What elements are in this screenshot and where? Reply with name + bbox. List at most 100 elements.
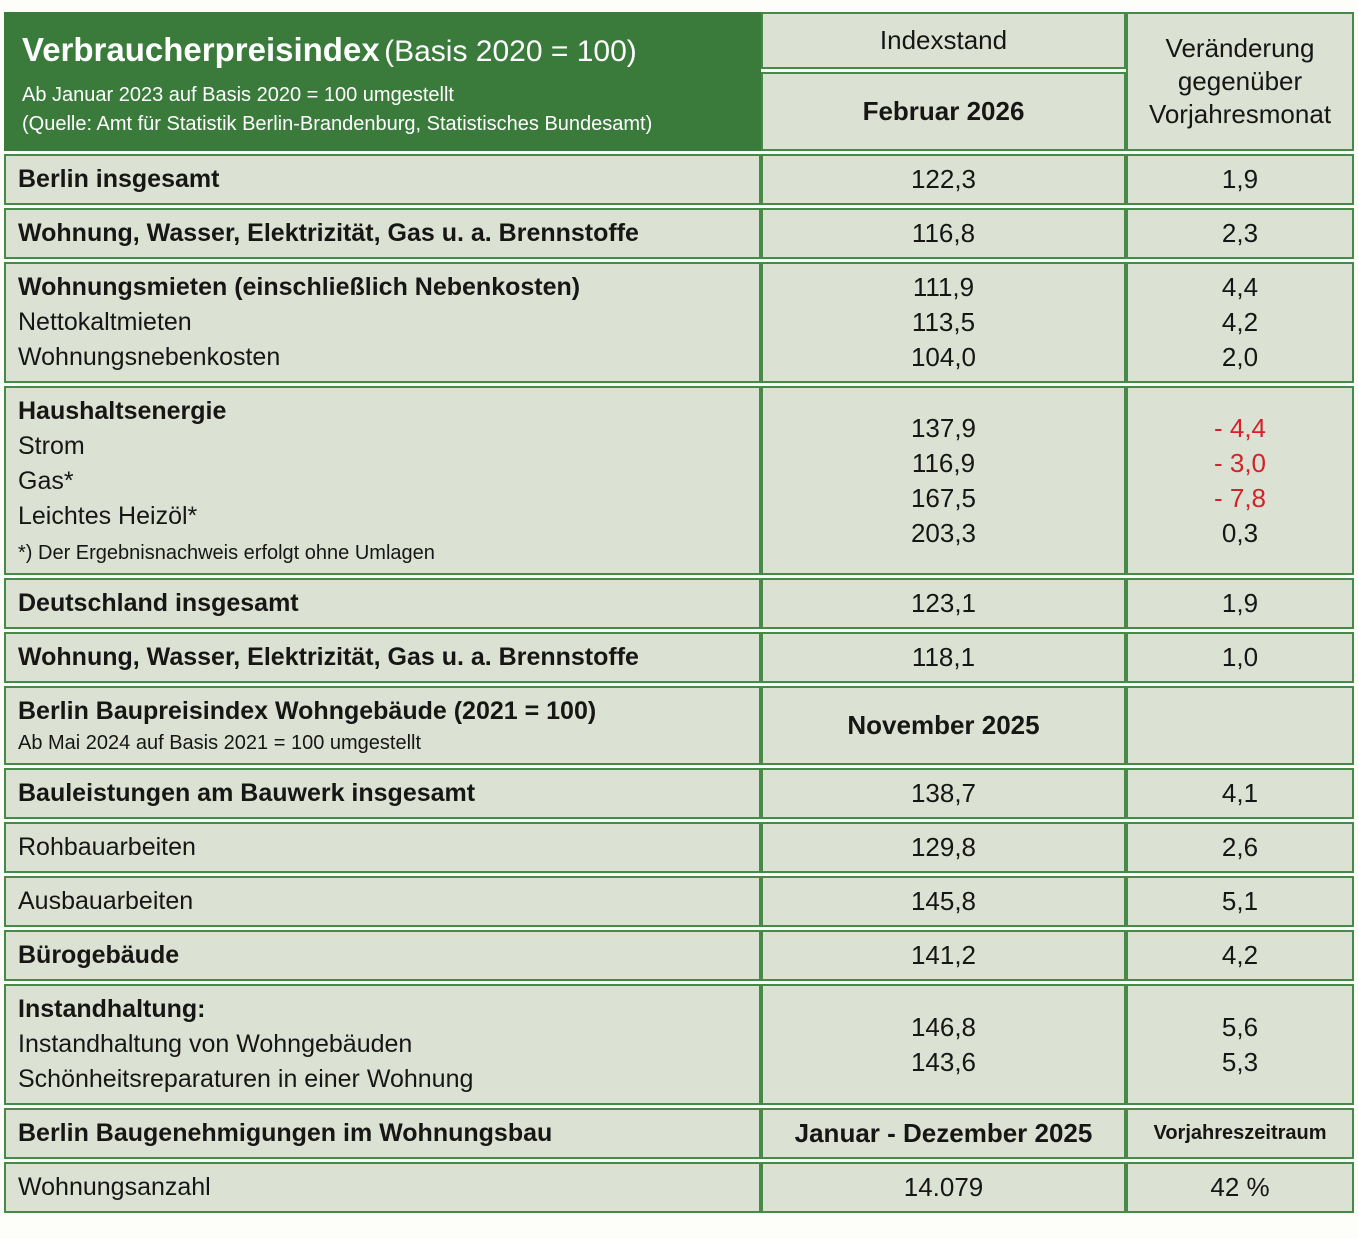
- index-value: 104,0: [910, 342, 977, 372]
- header-title-block: Verbraucherpreisindex (Basis 2020 = 100)…: [4, 12, 761, 151]
- label-cell: Berlin insgesamt: [4, 154, 761, 205]
- title-subtitle-1: Ab Januar 2023 auf Basis 2020 = 100 umge…: [22, 84, 454, 106]
- change-value: 2,0: [1221, 342, 1259, 372]
- table-row: Haushaltsenergie Strom Gas* Leichtes Heizöl…: [4, 386, 1354, 575]
- index-value: 118,1: [911, 642, 976, 672]
- index-value-cell: 138,7: [761, 768, 1126, 819]
- title-subtitle-2: (Quelle: Amt für Statistik Berlin-Brande…: [22, 113, 653, 135]
- label-cell: Wohnung, Wasser, Elektrizität, Gas u. a.…: [4, 208, 761, 259]
- change-value: 5,3: [1221, 1046, 1259, 1077]
- section-header-row: Berlin Baupreisindex Wohngebäude (2021 =…: [4, 686, 1354, 765]
- change-value: 4,2: [1221, 307, 1259, 337]
- index-value: 116,8: [911, 218, 976, 248]
- table-row: Instandhaltung: Instandhaltung von Wohnge…: [4, 984, 1354, 1105]
- title-main: Verbraucherpreisindex: [22, 31, 380, 68]
- change-value-cell: 1,9: [1126, 578, 1354, 629]
- change-value-cell: 5,1: [1126, 876, 1354, 927]
- row-label: Berlin insgesamt: [18, 165, 220, 193]
- table-row: Ausbauarbeiten 145,8 5,1: [4, 876, 1354, 927]
- label-cell: Wohnung, Wasser, Elektrizität, Gas u. a.…: [4, 632, 761, 683]
- row-label: Haushaltsenergie: [18, 397, 227, 425]
- change-value: 4,1: [1221, 778, 1259, 808]
- row-label: Wohnungsmieten (einschließlich Nebenkost…: [18, 273, 581, 301]
- change-value-cell: 4,2: [1126, 930, 1354, 981]
- col-header-indexstand: Indexstand: [761, 12, 1126, 70]
- report-table: Verbraucherpreisindex (Basis 2020 = 100)…: [4, 9, 1354, 1216]
- index-value: 129,8: [910, 832, 977, 862]
- label-cell: Haushaltsenergie Strom Gas* Leichtes Heizöl…: [4, 386, 761, 575]
- change-value: 4,2: [1221, 940, 1259, 970]
- table-row: Berlin insgesamt 122,3 1,9: [4, 154, 1354, 205]
- change-value: - 3,0: [1213, 447, 1267, 478]
- footnote: *) Der Ergebnisnachweis erfolgt ohne Uml…: [18, 542, 435, 564]
- row-label: Wohnung, Wasser, Elektrizität, Gas u. a.…: [18, 219, 639, 247]
- change-value: 5,1: [1221, 886, 1259, 916]
- row-label: Bürogebäude: [18, 941, 180, 969]
- index-value: 145,8: [910, 886, 977, 916]
- index-value: 167,5: [910, 482, 977, 513]
- index-value-cell: November 2025: [761, 686, 1126, 765]
- index-value-cell: 137,9 116,9 167,5 203,3: [761, 386, 1126, 575]
- table-row: Bürogebäude 141,2 4,2: [4, 930, 1354, 981]
- index-value: 141,2: [910, 940, 977, 970]
- index-value: 113,5: [911, 307, 976, 337]
- label-cell: Ausbauarbeiten: [4, 876, 761, 927]
- label-cell: Berlin Baupreisindex Wohngebäude (2021 =…: [4, 686, 761, 765]
- change-value: 0,3: [1221, 517, 1259, 548]
- change-value-cell: Vorjahreszeitraum: [1126, 1108, 1354, 1159]
- table-row: Wohnungsmieten (einschließlich Nebenkost…: [4, 262, 1354, 383]
- table-row: Wohnung, Wasser, Elektrizität, Gas u. a.…: [4, 208, 1354, 259]
- index-value: 138,7: [910, 778, 977, 808]
- index-value: 14.079: [903, 1172, 984, 1202]
- col-header-change: Veränderung gegenüber Vorjahresmonat: [1126, 12, 1354, 151]
- change-value-cell: 4,1: [1126, 768, 1354, 819]
- row-label: Gas*: [18, 467, 74, 495]
- change-value-cell: 2,6: [1126, 822, 1354, 873]
- section-title: Berlin Baupreisindex Wohngebäude (2021 =…: [18, 697, 597, 725]
- index-value-cell: 129,8: [761, 822, 1126, 873]
- row-label: Rohbauarbeiten: [18, 833, 196, 861]
- label-cell: Instandhaltung: Instandhaltung von Wohnge…: [4, 984, 761, 1105]
- change-value: 2,3: [1221, 218, 1259, 248]
- index-value: 123,1: [910, 588, 977, 618]
- change-value: 5,6: [1221, 1011, 1259, 1042]
- row-label: Leichtes Heizöl*: [18, 502, 198, 530]
- row-label: Wohnung, Wasser, Elektrizität, Gas u. a.…: [18, 643, 639, 671]
- index-value-cell: 116,8: [761, 208, 1126, 259]
- change-value-cell: 2,3: [1126, 208, 1354, 259]
- index-value: 122,3: [910, 164, 977, 194]
- change-value-cell: [1126, 686, 1354, 765]
- section-period: Januar - Dezember 2025: [794, 1118, 1093, 1148]
- header-row-2: Februar 2026: [4, 72, 1354, 151]
- row-label: Schönheitsreparaturen in einer Wohnung: [18, 1065, 474, 1093]
- change-value-cell: 42 %: [1126, 1162, 1354, 1213]
- row-label: Wohnungsnebenkosten: [18, 343, 281, 371]
- change-value: 1,9: [1221, 164, 1259, 194]
- index-value: 137,9: [910, 412, 977, 443]
- change-value: 4,4: [1221, 272, 1259, 302]
- section-subtitle: Ab Mai 2024 auf Basis 2021 = 100 umgeste…: [18, 732, 422, 754]
- row-label: Bauleistungen am Bauwerk insgesamt: [18, 779, 476, 807]
- change-value-cell: 1,0: [1126, 632, 1354, 683]
- row-label: Strom: [18, 432, 85, 460]
- table-body: Berlin insgesamt 122,3 1,9 Wohnung, Wasser,…: [4, 154, 1354, 1213]
- index-value: 146,8: [910, 1011, 977, 1042]
- change-value: - 7,8: [1213, 482, 1267, 513]
- label-cell: Wohnungsmieten (einschließlich Nebenkost…: [4, 262, 761, 383]
- table-row: Deutschland insgesamt 123,1 1,9: [4, 578, 1354, 629]
- change-value-cell: 5,6 5,3: [1126, 984, 1354, 1105]
- change-value: 1,9: [1221, 588, 1259, 618]
- page-title: Verbraucherpreisindex (Basis 2020 = 100): [22, 28, 745, 79]
- section-period: November 2025: [847, 710, 1040, 740]
- index-value: 203,3: [910, 517, 977, 548]
- row-label: Nettokaltmieten: [18, 308, 192, 336]
- table-row: Rohbauarbeiten 129,8 2,6: [4, 822, 1354, 873]
- index-value-cell: 111,9 113,5 104,0: [761, 262, 1126, 383]
- change-value: 2,6: [1221, 832, 1259, 862]
- index-value-cell: 122,3: [761, 154, 1126, 205]
- table-row: Wohnung, Wasser, Elektrizität, Gas u. a.…: [4, 632, 1354, 683]
- row-label: Deutschland insgesamt: [18, 589, 299, 617]
- change-value: 42 %: [1210, 1172, 1270, 1202]
- index-value-cell: 146,8 143,6: [761, 984, 1126, 1105]
- label-cell: Berlin Baugenehmigungen im Wohnungsbau: [4, 1108, 761, 1159]
